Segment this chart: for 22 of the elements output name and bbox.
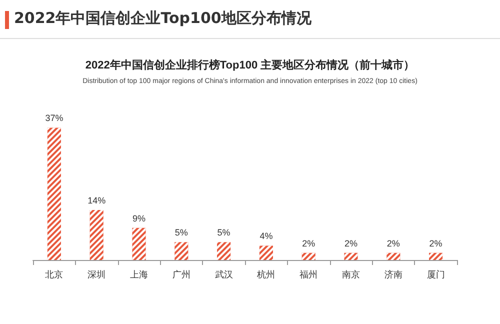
x-tick-label: 厦门 [426, 270, 445, 280]
x-tick-label: 上海 [130, 270, 148, 280]
x-tick-label: 南京 [342, 270, 360, 280]
data-label: 2% [429, 238, 442, 248]
x-tick-label: 杭州 [256, 270, 276, 280]
data-label: 2% [302, 238, 316, 248]
data-label: 9% [132, 213, 146, 224]
x-tick-label: 福州 [300, 270, 318, 280]
x-tick-label: 深圳 [88, 270, 106, 280]
data-label: 14% [88, 195, 106, 206]
chart-title: 2022年中国信创企业Top100地区分布情况 [14, 9, 312, 28]
data-label: 2% [344, 238, 358, 248]
data-label: 37% [45, 113, 64, 124]
data-label: 2% [386, 238, 400, 248]
data-label: 5% [217, 228, 230, 238]
chart-subtitle: 2022年中国信创企业排行榜Top100 主要地区分布情况（前十城市） [85, 58, 415, 72]
x-tick-label: 武汉 [214, 270, 233, 280]
data-label: 5% [174, 228, 188, 238]
data-label: 4% [260, 231, 273, 242]
x-tick-label: 济南 [384, 270, 402, 280]
x-tick-label: 广州 [172, 270, 190, 280]
x-tick-label: 北京 [45, 270, 64, 280]
